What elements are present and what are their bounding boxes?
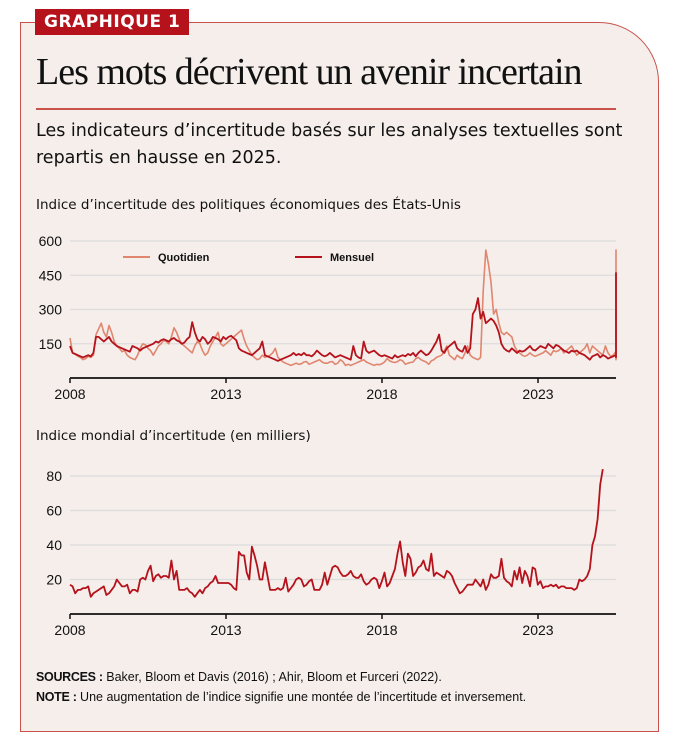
chart-1: 150 300 450 600 2008 2013 2018 2023 Quotidien Men… [39,233,617,402]
chart-1-title: Indice d’incertitude des politiques écon… [36,197,461,213]
y-tick-label: 20 [46,572,62,588]
y-tick-label: 60 [46,503,62,519]
chart-tag: GRAPHIQUE 1 [35,9,190,35]
title-divider [36,108,616,110]
series-line-indice-mondial-d-incertitude [69,468,604,598]
x-tick-label: 2008 [54,622,85,638]
x-tick-label: 2008 [54,386,85,402]
x-tick-label: 2018 [366,386,397,402]
x-tick-label: 2018 [366,622,397,638]
sources-text: Baker, Bloom et Davis (2016) ; Ahir, Blo… [102,670,442,684]
x-tick-label: 2023 [522,386,553,402]
x-tick-label: 2023 [522,622,553,638]
y-tick-label: 150 [39,336,63,352]
note-line: NOTE : Une augmentation de l’indice sign… [36,690,526,704]
note-label: NOTE : [36,690,77,704]
chart-2-title: Indice mondial d’incertitude (en millier… [36,428,311,444]
series-line-quotidien [69,249,617,367]
chart-2: 20 40 60 80 2008 2013 2018 2023 [46,468,616,638]
legend-label: Mensuel [330,252,374,264]
y-tick-label: 450 [39,267,63,283]
x-tick-label: 2013 [210,622,241,638]
x-tick-label: 2013 [210,386,241,402]
note-text: Une augmentation de l’indice signifie un… [76,690,527,704]
page-title: Les mots décrivent un avenir incertain [36,51,583,93]
series-line-mensuel [69,272,617,362]
y-tick-label: 600 [39,233,63,249]
y-tick-label: 40 [46,537,62,553]
sources-label: SOURCES : [36,670,103,684]
legend-label: Quotidien [158,252,210,264]
subtitle: Les indicateurs d’incertitude basés sur … [36,121,623,168]
sources-line: SOURCES : Baker, Bloom et Davis (2016) ;… [36,670,442,684]
y-tick-label: 300 [39,302,63,318]
y-tick-label: 80 [46,468,62,484]
